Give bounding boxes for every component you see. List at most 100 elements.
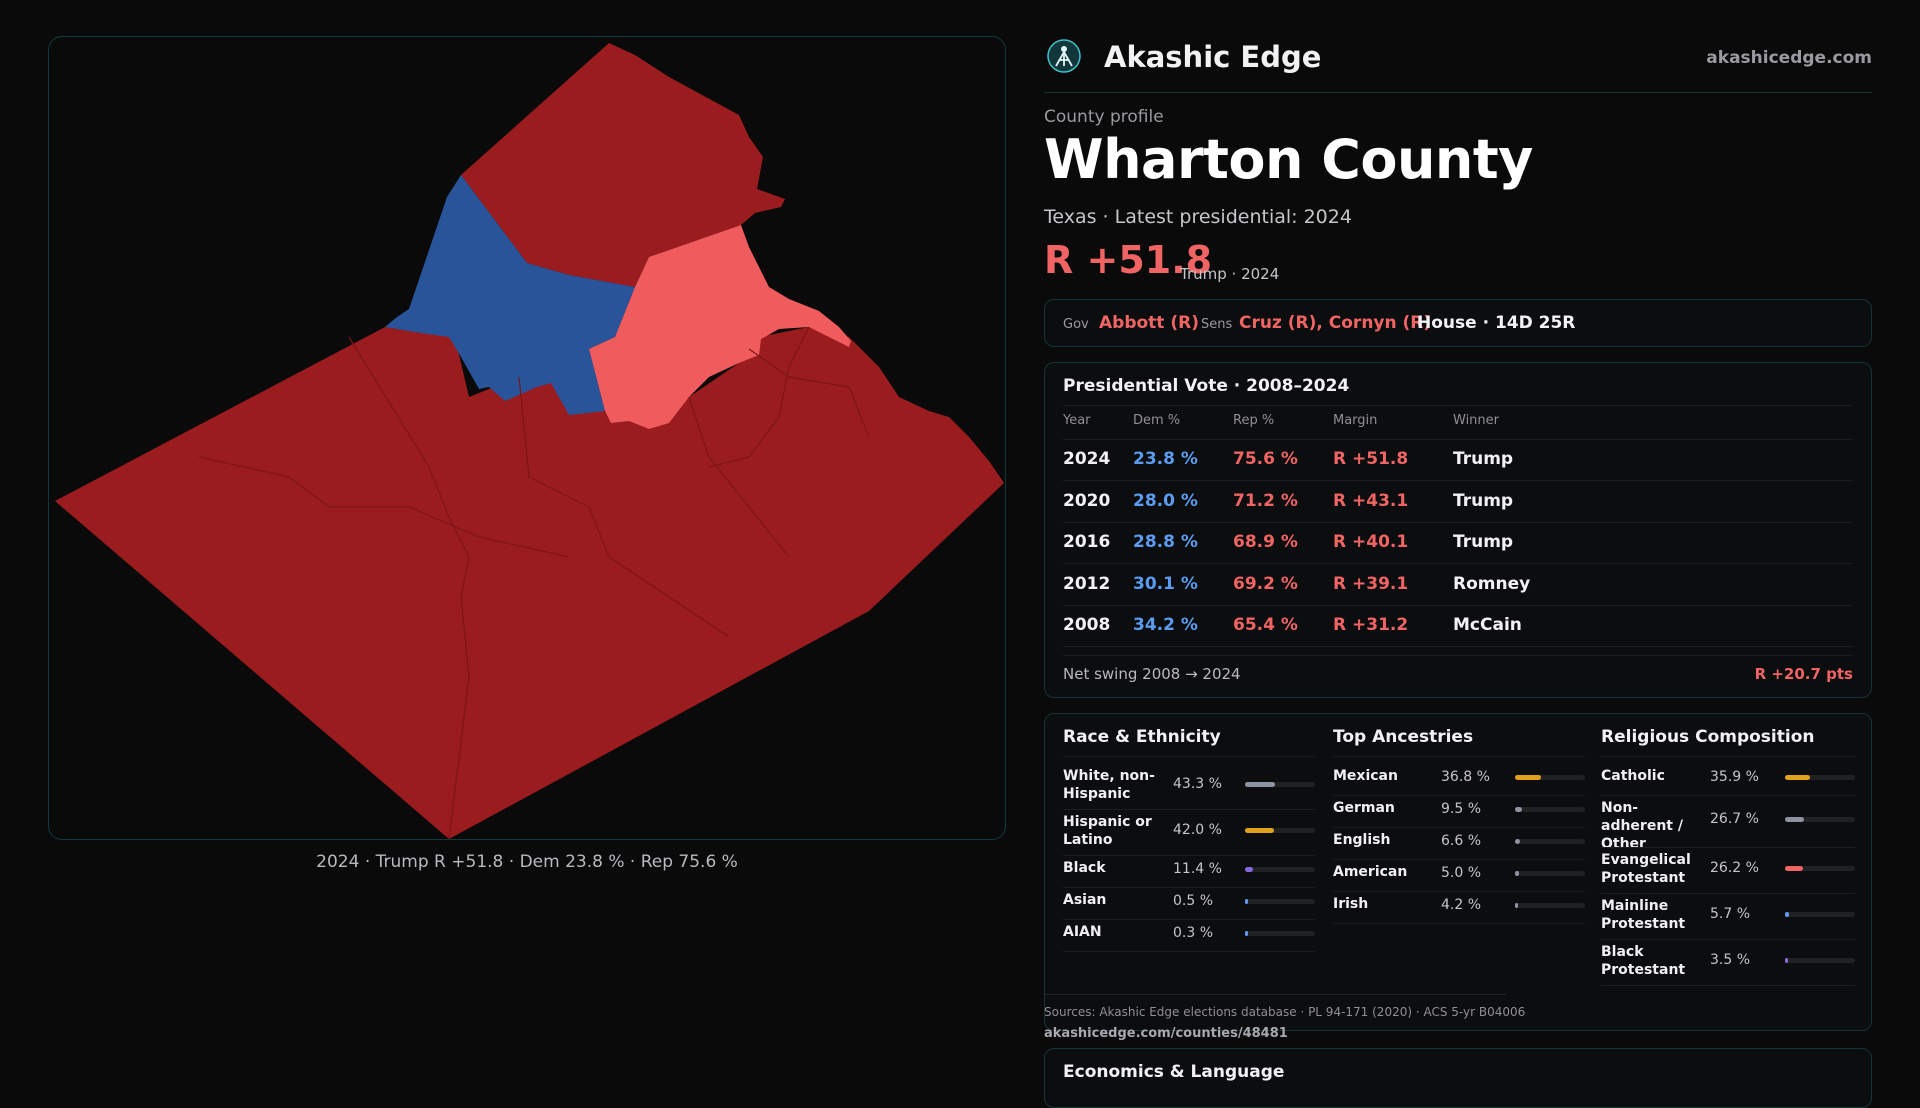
race-bar-fill (1245, 899, 1248, 904)
ancestry-row: American 5.0 % (1333, 863, 1585, 892)
brand-name[interactable]: Akashic Edge (1104, 40, 1322, 74)
race-row: Asian 0.5 % (1063, 891, 1315, 920)
religion-label: Mainline Protestant (1601, 898, 1686, 932)
row-margin: R +43.1 (1333, 491, 1409, 511)
row-rep: 68.9 % (1233, 532, 1298, 552)
page-kicker: County profile (1044, 107, 1164, 127)
row-margin: R +51.8 (1333, 449, 1409, 469)
race-value: 0.3 % (1173, 925, 1214, 941)
precinct-west-dem[interactable] (385, 175, 635, 415)
brand-logo-icon[interactable] (1046, 38, 1082, 74)
presidential-vote-title: Presidential Vote · 2008–2024 (1063, 376, 1350, 396)
row-dem: 28.8 % (1133, 532, 1198, 552)
religion-row: Non-adherent / Other 26.7 % (1601, 799, 1855, 852)
ancestry-bar-track (1515, 903, 1585, 908)
senators-value: Cruz (R), Cornyn (R) (1239, 313, 1432, 333)
religion-bar-track (1785, 817, 1855, 822)
row-margin: R +39.1 (1333, 574, 1409, 594)
source-url-link[interactable]: akashicedge.com/counties/48481 (1044, 1026, 1288, 1041)
col-header-winner: Winner (1453, 413, 1500, 428)
race-label: Asian (1063, 892, 1107, 908)
ancestry-value: 5.0 % (1441, 865, 1482, 881)
race-label: Black (1063, 860, 1106, 876)
ancestry-value: 9.5 % (1441, 801, 1482, 817)
ancestry-value: 4.2 % (1441, 897, 1482, 913)
precinct-north[interactable] (461, 43, 785, 287)
race-bar-fill (1245, 828, 1274, 833)
religion-label: Non-adherent / Other (1601, 800, 1683, 852)
ancestry-row: German 9.5 % (1333, 799, 1585, 828)
row-margin: R +40.1 (1333, 532, 1409, 552)
religion-value: 26.7 % (1710, 811, 1759, 827)
religion-bar-fill (1785, 866, 1803, 871)
row-year: 2020 (1063, 491, 1111, 511)
ancestry-row: English 6.6 % (1333, 831, 1585, 860)
precinct-central-lean-rep[interactable] (589, 225, 851, 429)
religion-bar-fill (1785, 775, 1810, 780)
religion-label: Black Protestant (1601, 944, 1686, 978)
race-bar-track (1245, 828, 1315, 833)
brand-url-link[interactable]: akashicedge.com (1706, 48, 1872, 68)
presidential-vote-card: Presidential Vote · 2008–2024 Year Dem %… (1044, 362, 1872, 698)
page-title: Wharton County (1044, 128, 1533, 191)
religion-bar-track (1785, 775, 1855, 780)
officials-bar: Gov Abbott (R) Sens Cruz (R), Cornyn (R)… (1044, 299, 1872, 347)
race-row: Hispanic or Latino 42.0 % (1063, 813, 1315, 856)
religion-row: Black Protestant 3.5 % (1601, 943, 1855, 986)
ancestry-bar-fill (1515, 807, 1522, 812)
religion-value: 5.7 % (1710, 906, 1751, 922)
row-winner: Trump (1453, 491, 1514, 511)
headline-margin-note: Trump · 2024 (1180, 265, 1280, 283)
row-rep: 65.4 % (1233, 615, 1298, 635)
ancestry-label: Irish (1333, 896, 1369, 912)
row-dem: 23.8 % (1133, 449, 1198, 469)
col-header-dem: Dem % (1133, 413, 1181, 428)
precinct-south[interactable] (55, 327, 1004, 839)
row-dem: 34.2 % (1133, 615, 1198, 635)
religion-bar-track (1785, 912, 1855, 917)
row-rep: 75.6 % (1233, 449, 1298, 469)
race-bar-track (1245, 867, 1315, 872)
race-title: Race & Ethnicity (1063, 727, 1221, 747)
race-bar-track (1245, 931, 1315, 936)
religion-value: 35.9 % (1710, 769, 1759, 785)
race-value: 43.3 % (1173, 776, 1222, 792)
row-rep: 69.2 % (1233, 574, 1298, 594)
religion-value: 3.5 % (1710, 952, 1751, 968)
religion-bar-track (1785, 866, 1855, 871)
sources-note: Sources: Akashic Edge elections database… (1044, 1005, 1526, 1019)
race-bar-track (1245, 782, 1315, 787)
headline-margin: R +51.8 (1044, 238, 1213, 282)
ancestry-label: English (1333, 832, 1391, 848)
senators-label: Sens (1201, 317, 1233, 332)
ancestry-label: Mexican (1333, 768, 1398, 784)
race-bar-track (1245, 899, 1315, 904)
religion-bar-fill (1785, 958, 1788, 963)
col-header-rep: Rep % (1233, 413, 1275, 428)
race-label: Hispanic or Latino (1063, 814, 1152, 848)
ancestry-value: 36.8 % (1441, 769, 1490, 785)
demographics-card: Race & Ethnicity White, non-Hispanic 43.3… (1044, 713, 1872, 1031)
ancestry-bar-track (1515, 775, 1585, 780)
ancestry-title: Top Ancestries (1333, 727, 1474, 747)
county-map[interactable] (49, 37, 1006, 840)
row-rep: 71.2 % (1233, 491, 1298, 511)
ancestry-label: German (1333, 800, 1395, 816)
ancestry-bar-fill (1515, 871, 1519, 876)
ancestry-bar-fill (1515, 839, 1520, 844)
religion-title: Religious Composition (1601, 727, 1815, 747)
county-map-panel[interactable] (48, 36, 1006, 840)
ancestry-bar-track (1515, 871, 1585, 876)
race-row: AIAN 0.3 % (1063, 923, 1315, 952)
row-year: 2008 (1063, 615, 1111, 635)
brand-header: Akashic Edge akashicedge.com (1044, 36, 1872, 93)
religion-value: 26.2 % (1710, 860, 1759, 876)
ancestry-row: Irish 4.2 % (1333, 895, 1585, 924)
row-margin: R +31.2 (1333, 615, 1409, 635)
col-header-margin: Margin (1333, 413, 1378, 428)
row-year: 2024 (1063, 449, 1111, 469)
ancestry-bar-fill (1515, 775, 1541, 780)
religion-bar-fill (1785, 912, 1789, 917)
row-winner: Trump (1453, 449, 1514, 469)
ancestry-value: 6.6 % (1441, 833, 1482, 849)
